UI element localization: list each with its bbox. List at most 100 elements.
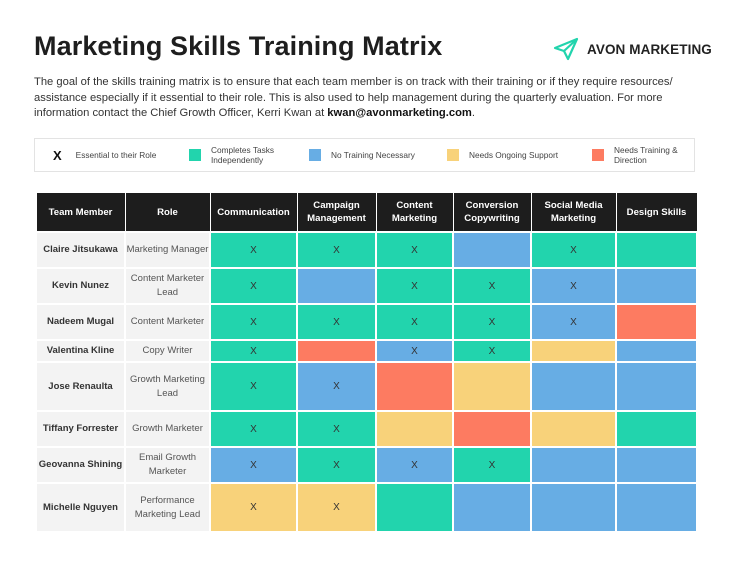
- skill-cell: X: [452, 339, 532, 363]
- member-name: Nadeem Mugal: [35, 303, 126, 341]
- skill-cell: X: [530, 303, 617, 341]
- col-content-marketing: Content Marketing: [375, 192, 454, 233]
- table-body: Claire Jitsukawa Marketing Manager X X X X Kev…: [35, 231, 698, 533]
- skill-cell: X: [296, 231, 377, 269]
- skill-cell: [452, 231, 532, 269]
- legend-needs-training: Needs Training & Direction: [592, 145, 678, 165]
- member-role: Marketing Manager: [124, 231, 211, 269]
- member-name: Kevin Nunez: [35, 267, 126, 305]
- skill-cell: X: [296, 482, 377, 533]
- member-role: Growth Marketer: [124, 410, 211, 448]
- skill-cell: X: [530, 267, 617, 305]
- green-swatch-icon: [189, 149, 201, 161]
- member-name: Claire Jitsukawa: [35, 231, 126, 269]
- skill-cell: X: [375, 231, 454, 269]
- skill-cell: X: [452, 446, 532, 484]
- table-row: Tiffany Forrester Growth Marketer X X: [35, 410, 698, 448]
- legend-essential: X Essential to their Role: [53, 148, 156, 163]
- member-name: Michelle Nguyen: [35, 482, 126, 533]
- col-team-member: Team Member: [35, 192, 126, 233]
- col-social-media-marketing: Social Media Marketing: [530, 192, 617, 233]
- skill-cell: [615, 339, 698, 363]
- member-role: Content Marketer: [124, 303, 211, 341]
- member-name: Valentina Kline: [35, 339, 126, 363]
- page-title: Marketing Skills Training Matrix: [34, 31, 443, 61]
- x-mark-icon: X: [53, 147, 62, 163]
- skill-cell: X: [452, 303, 532, 341]
- legend-label: Completes Tasks Independently: [211, 145, 275, 165]
- legend-label: Needs Ongoing Support: [469, 150, 559, 160]
- skill-cell: X: [209, 482, 298, 533]
- col-design-skills: Design Skills: [615, 192, 698, 233]
- skill-cell: X: [209, 303, 298, 341]
- member-name: Geovanna Shining: [35, 446, 126, 484]
- table-row: Geovanna Shining Email Growth Marketer X X X…: [35, 446, 698, 484]
- paper-plane-icon: [553, 37, 579, 61]
- col-communication: Communication: [209, 192, 298, 233]
- skill-cell: [452, 410, 532, 448]
- member-name: Tiffany Forrester: [35, 410, 126, 448]
- col-campaign-management: Campaign Management: [296, 192, 377, 233]
- skill-cell: [296, 267, 377, 305]
- table-row: Nadeem Mugal Content Marketer X X X X X: [35, 303, 698, 341]
- col-conversion-copywriting: Conversion Copywriting: [452, 192, 532, 233]
- skill-cell: X: [375, 446, 454, 484]
- member-role: Growth Marketing Lead: [124, 361, 211, 412]
- skill-cell: X: [209, 231, 298, 269]
- skill-cell: [615, 267, 698, 305]
- skill-cell: X: [452, 267, 532, 305]
- skill-cell: [615, 446, 698, 484]
- skill-cell: [375, 410, 454, 448]
- header-row: Team Member Role Communication Campaign …: [35, 192, 698, 233]
- skill-cell: X: [296, 410, 377, 448]
- skill-cell: [452, 482, 532, 533]
- skill-cell: [375, 361, 454, 412]
- skill-cell: X: [296, 446, 377, 484]
- skill-cell: [615, 231, 698, 269]
- contact-email[interactable]: kwan@avonmarketing.com: [327, 107, 472, 119]
- skill-cell: X: [375, 339, 454, 363]
- skill-cell: [530, 410, 617, 448]
- table-row: Kevin Nunez Content Marketer Lead X X X X: [35, 267, 698, 305]
- skills-matrix-table: Team Member Role Communication Campaign …: [35, 192, 698, 533]
- skill-cell: [375, 482, 454, 533]
- description-end: .: [471, 107, 475, 119]
- skill-cell: X: [209, 267, 298, 305]
- skill-cell: [530, 361, 617, 412]
- skill-cell: X: [296, 303, 377, 341]
- legend-label: Needs Training & Direction: [614, 145, 678, 165]
- skill-cell: X: [375, 267, 454, 305]
- skill-cell: X: [296, 361, 377, 412]
- skill-cell: X: [209, 339, 298, 363]
- skill-cell: X: [209, 410, 298, 448]
- skill-cell: [615, 482, 698, 533]
- skill-cell: X: [209, 361, 298, 412]
- skill-cell: [530, 339, 617, 363]
- legend-label: No Training Necessary: [331, 150, 415, 160]
- table-row: Michelle Nguyen Performance Marketing Lea…: [35, 482, 698, 533]
- yellow-swatch-icon: [447, 149, 459, 161]
- table-row: Valentina Kline Copy Writer X X X: [35, 339, 698, 363]
- description-text: The goal of the skills training matrix i…: [34, 76, 673, 119]
- brand-name: AVON MARKETING: [587, 41, 712, 57]
- table-row: Claire Jitsukawa Marketing Manager X X X X: [35, 231, 698, 269]
- col-role: Role: [124, 192, 211, 233]
- skill-cell: X: [530, 231, 617, 269]
- member-role: Copy Writer: [124, 339, 211, 363]
- member-role: Performance Marketing Lead: [124, 482, 211, 533]
- member-role: Email Growth Marketer: [124, 446, 211, 484]
- skill-cell: [615, 410, 698, 448]
- skill-cell: [530, 482, 617, 533]
- red-swatch-icon: [592, 149, 604, 161]
- description: The goal of the skills training matrix i…: [34, 75, 704, 122]
- skill-cell: X: [375, 303, 454, 341]
- skill-cell: X: [209, 446, 298, 484]
- member-role: Content Marketer Lead: [124, 267, 211, 305]
- blue-swatch-icon: [309, 149, 321, 161]
- skill-cell: [615, 303, 698, 341]
- legend-label: Essential to their Role: [75, 150, 157, 160]
- skill-cell: [296, 339, 377, 363]
- member-name: Jose Renaulta: [35, 361, 126, 412]
- brand-logo: AVON MARKETING: [553, 37, 712, 61]
- legend-no-training: No Training Necessary: [309, 149, 415, 161]
